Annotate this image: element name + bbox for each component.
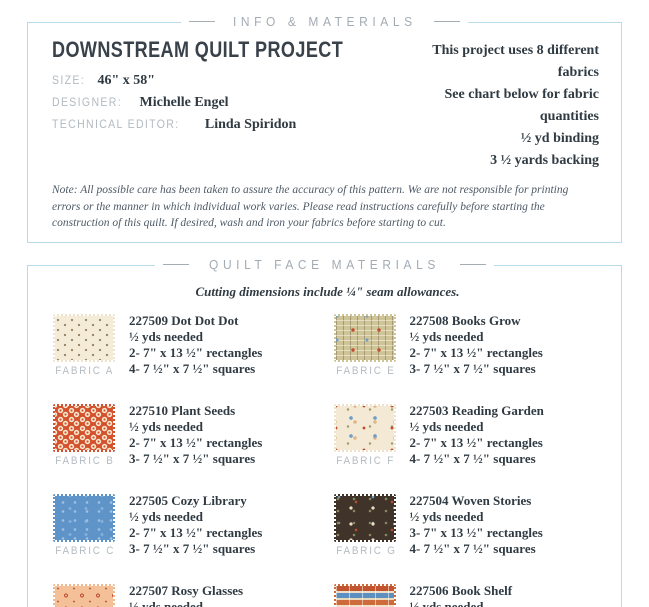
fabric-d-swatch	[53, 584, 115, 607]
technical-editor-value: Linda Spiridon	[204, 117, 297, 132]
fabric-sku-name: 227507 Rosy Glasses	[129, 583, 244, 599]
fabric-yardage: ½ yds needed	[129, 599, 204, 607]
fabric-e-swatch	[333, 314, 396, 363]
materials-section-header: QUILT FACE MATERIALS	[28, 257, 621, 273]
fabric-rectangles: 2- 7" x 13 ½" rectangles	[409, 345, 543, 361]
fabric-b-swatch	[53, 404, 115, 453]
info-section-title: INFO & MATERIALS	[232, 14, 417, 29]
fabric-label: FABRIC B	[55, 455, 115, 468]
fabric-sku-name: 227506 Book Shelf	[409, 583, 513, 599]
fabric-card-f: FABRIC F 227503 Reading Garden ½ yds nee…	[333, 402, 604, 492]
fabric-yardage: ½ yds needed	[409, 599, 484, 607]
fabric-rectangles: 2- 7" x 13 ½" rectangles	[129, 435, 263, 451]
fabric-rectangles: 2- 7" x 13 ½" rectangles	[129, 525, 263, 541]
fabric-sku-name: 227503 Reading Garden	[409, 403, 544, 419]
fabric-a-swatch	[53, 314, 115, 363]
fabric-grid: FABRIC A 227509 Dot Dot Dot ½ yds needed…	[52, 312, 603, 607]
summary-line: ½ yd binding	[520, 131, 599, 146]
fabric-card-d: FABRIC D 227507 Rosy Glasses ½ yds neede…	[52, 582, 323, 607]
fabric-h-swatch	[333, 584, 396, 607]
project-title: DOWNSTREAM QUILT PROJECT	[52, 37, 344, 62]
fabric-sku-name: 227509 Dot Dot Dot	[129, 313, 239, 329]
fabric-squares: 3- 7 ½" x 7 ½" squares	[129, 541, 256, 557]
fabric-rectangles: 2- 7" x 13 ½" rectangles	[409, 435, 543, 451]
fabric-squares: 3- 7 ½" x 7 ½" squares	[409, 361, 536, 377]
fabric-yardage: ½ yds needed	[409, 509, 484, 525]
size-value: 46" x 58"	[97, 73, 156, 88]
fabric-yardage: ½ yds needed	[129, 509, 204, 525]
fabric-label: FABRIC F	[335, 455, 395, 468]
fabric-yardage: ½ yds needed	[409, 419, 484, 435]
fabric-card-b: FABRIC B 227510 Plant Seeds ½ yds needed…	[52, 402, 323, 492]
disclaimer-note: Note: All possible care has been taken t…	[52, 184, 569, 230]
fabric-label: FABRIC G	[335, 545, 397, 558]
size-label: SIZE:	[52, 73, 86, 87]
fabric-label: FABRIC C	[55, 545, 116, 558]
header-dash-icon	[459, 264, 486, 266]
fabric-f-swatch	[333, 404, 396, 453]
fabric-card-g: FABRIC G 227504 Woven Stories ½ yds need…	[333, 492, 604, 582]
fabric-card-h: FABRIC H 227506 Book Shelf ½ yds needed …	[333, 582, 604, 607]
summary-line: This project uses 8 different fabrics	[432, 43, 599, 80]
fabric-rectangles: 2- 7" x 13 ½" rectangles	[129, 345, 263, 361]
header-dash-icon	[434, 21, 461, 22]
fabric-sku-name: 227504 Woven Stories	[409, 493, 532, 509]
header-dash-icon	[188, 21, 215, 22]
fabric-squares: 4- 7 ½" x 7 ½" squares	[409, 541, 536, 557]
fabric-sku-name: 227508 Books Grow	[409, 313, 521, 329]
summary-line: See chart below for fabric quantities	[444, 87, 599, 124]
summary-line: 3 ½ yards backing	[490, 153, 599, 168]
fabric-label: FABRIC A	[55, 365, 115, 378]
fabric-rectangles: 3- 7" x 13 ½" rectangles	[409, 525, 543, 541]
designer-field: DESIGNER: Michelle Engel	[52, 91, 407, 113]
technical-editor-field: TECHNICAL EDITOR: Linda Spiridon	[52, 113, 407, 135]
fabric-squares: 3- 7 ½" x 7 ½" squares	[129, 451, 256, 467]
fabric-yardage: ½ yds needed	[129, 329, 204, 345]
fabric-sku-name: 227510 Plant Seeds	[129, 403, 236, 419]
fabric-summary: This project uses 8 different fabrics Se…	[407, 37, 599, 172]
fabric-yardage: ½ yds needed	[409, 329, 484, 345]
fabric-card-c: FABRIC C 227505 Cozy Library ½ yds neede…	[52, 492, 323, 582]
seam-allowance-note: Cutting dimensions include ¼" seam allow…	[195, 284, 460, 300]
fabric-g-swatch	[333, 494, 396, 543]
info-materials-section: INFO & MATERIALS DOWNSTREAM QUILT PROJEC…	[27, 14, 622, 244]
designer-label: DESIGNER:	[52, 95, 122, 109]
materials-section-title: QUILT FACE MATERIALS	[209, 257, 440, 273]
fabric-c-swatch	[53, 494, 115, 543]
fabric-squares: 4- 7 ½" x 7 ½" squares	[129, 361, 256, 377]
info-section-header: INFO & MATERIALS	[28, 14, 621, 29]
size-field: SIZE: 46" x 58"	[52, 69, 407, 91]
fabric-yardage: ½ yds needed	[129, 419, 204, 435]
header-dash-icon	[163, 264, 189, 266]
designer-value: Michelle Engel	[139, 95, 229, 110]
fabric-sku-name: 227505 Cozy Library	[129, 493, 247, 509]
fabric-card-a: FABRIC A 227509 Dot Dot Dot ½ yds needed…	[52, 312, 323, 402]
fabric-squares: 4- 7 ½" x 7 ½" squares	[409, 451, 536, 467]
fabric-label: FABRIC E	[335, 365, 396, 378]
technical-editor-label: TECHNICAL EDITOR:	[52, 117, 180, 131]
project-meta: DOWNSTREAM QUILT PROJECT SIZE: 46" x 58"…	[52, 37, 407, 135]
fabric-card-e: FABRIC E 227508 Books Grow ½ yds needed …	[333, 312, 604, 402]
quilt-face-materials-section: QUILT FACE MATERIALS Cutting dimensions …	[27, 257, 622, 607]
